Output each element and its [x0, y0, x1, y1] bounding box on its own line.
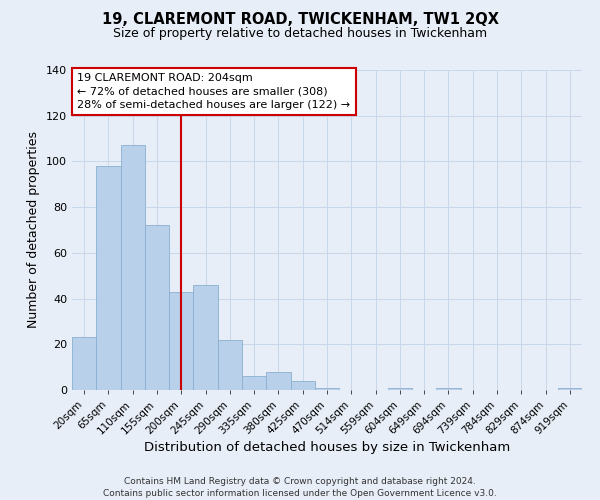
Bar [266, 372, 290, 390]
Bar [315, 388, 339, 390]
Text: Contains public sector information licensed under the Open Government Licence v3: Contains public sector information licen… [103, 489, 497, 498]
Bar [388, 388, 412, 390]
Bar [121, 146, 145, 390]
Bar [169, 292, 193, 390]
X-axis label: Distribution of detached houses by size in Twickenham: Distribution of detached houses by size … [144, 442, 510, 454]
Bar [145, 226, 169, 390]
Bar [218, 340, 242, 390]
Text: 19 CLAREMONT ROAD: 204sqm
← 72% of detached houses are smaller (308)
28% of semi: 19 CLAREMONT ROAD: 204sqm ← 72% of detac… [77, 73, 350, 110]
Bar [242, 376, 266, 390]
Bar [290, 381, 315, 390]
Bar [436, 388, 461, 390]
Bar [558, 388, 582, 390]
Bar [193, 285, 218, 390]
Text: Contains HM Land Registry data © Crown copyright and database right 2024.: Contains HM Land Registry data © Crown c… [124, 478, 476, 486]
Text: 19, CLAREMONT ROAD, TWICKENHAM, TW1 2QX: 19, CLAREMONT ROAD, TWICKENHAM, TW1 2QX [101, 12, 499, 28]
Y-axis label: Number of detached properties: Number of detached properties [28, 132, 40, 328]
Text: Size of property relative to detached houses in Twickenham: Size of property relative to detached ho… [113, 28, 487, 40]
Bar [96, 166, 121, 390]
Bar [72, 338, 96, 390]
